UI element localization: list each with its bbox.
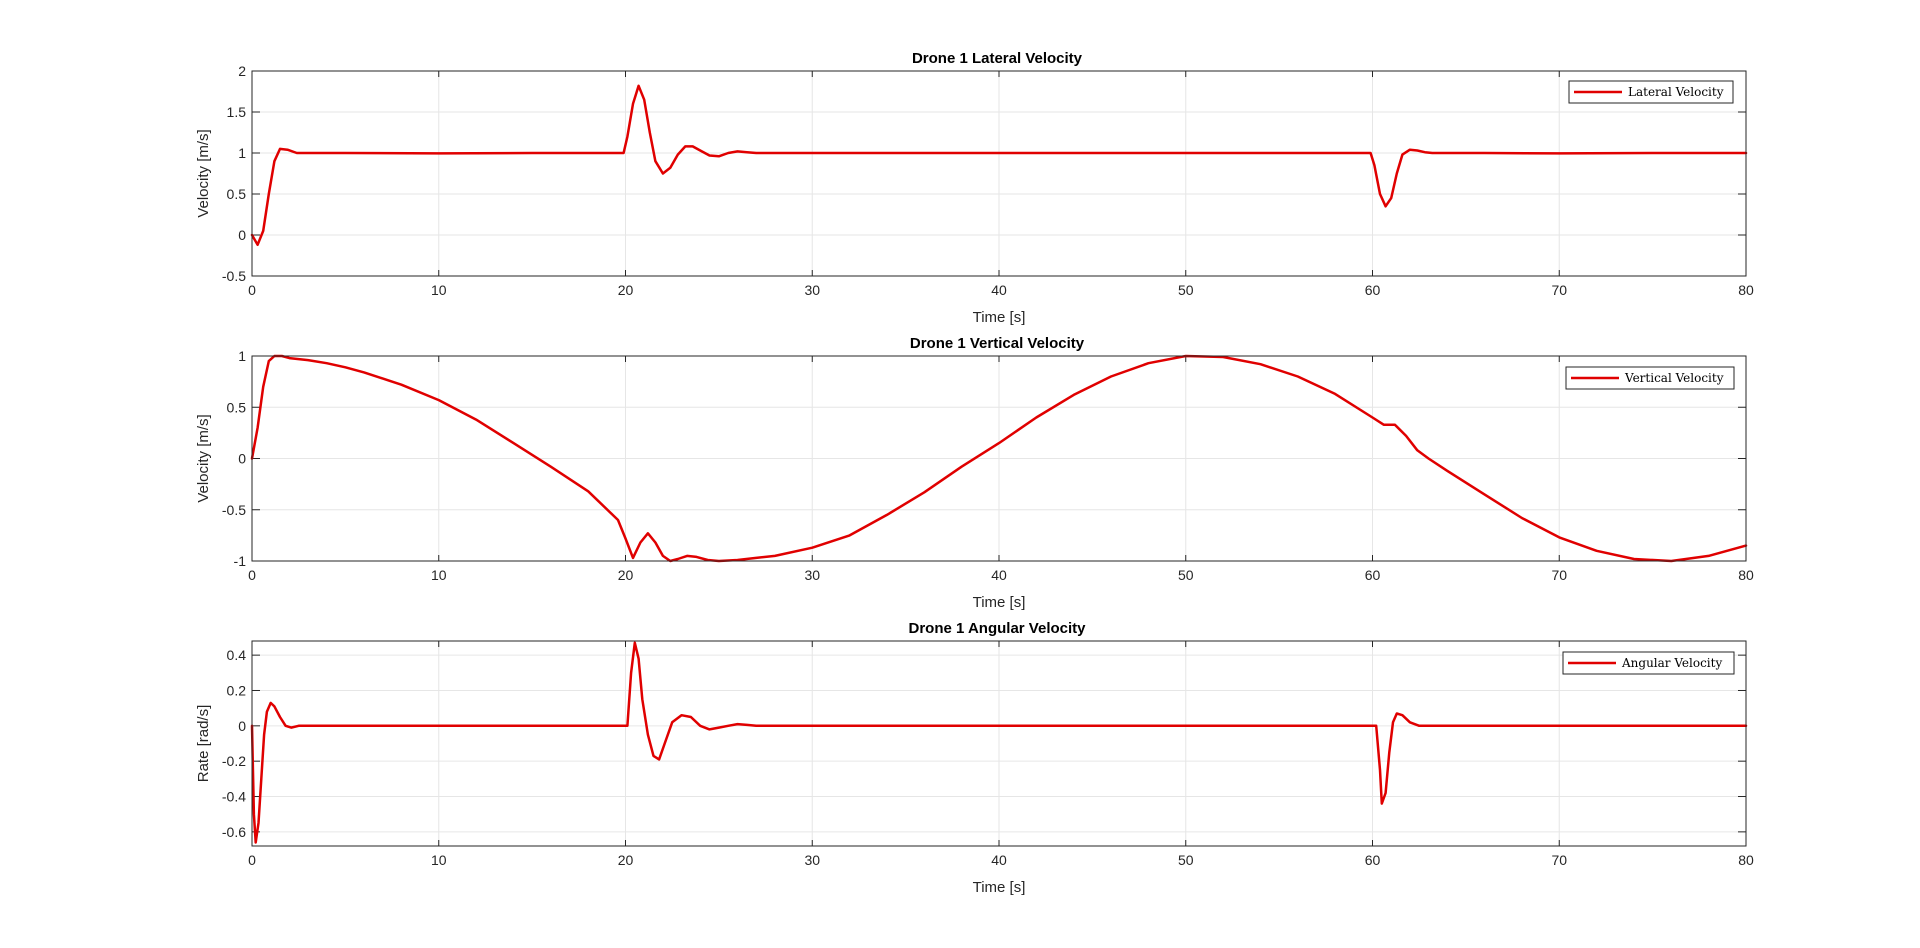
x-tick-label: 50 [1178, 567, 1194, 583]
legend: Lateral Velocity [1568, 80, 1734, 104]
x-tick-label: 30 [804, 567, 820, 583]
x-tick-label: 30 [804, 282, 820, 298]
x-tick-label: 20 [618, 852, 634, 868]
y-tick-label: 1 [238, 145, 246, 161]
y-tick-label: 2 [238, 63, 246, 79]
x-tick-label: 10 [431, 567, 447, 583]
legend: Angular Velocity [1562, 651, 1735, 675]
x-tick-label: 60 [1365, 282, 1381, 298]
chart-title: Drone 1 Lateral Velocity [912, 50, 1083, 67]
x-tick-label: 0 [248, 567, 256, 583]
x-tick-label: 60 [1365, 567, 1381, 583]
x-axis-label: Time [s] [973, 309, 1026, 326]
x-axis-ticks: 0 10 20 30 40 50 60 70 80 [248, 71, 1754, 298]
y-tick-label: -0.2 [222, 753, 246, 769]
x-axis-ticks: 0 10 20 30 40 50 60 70 80 [248, 641, 1754, 868]
x-tick-label: 0 [248, 852, 256, 868]
y-tick-label: -1 [234, 553, 247, 569]
series-line-1 [250, 84, 1748, 247]
chart-title: Drone 1 Vertical Velocity [910, 335, 1085, 352]
chart-title: Drone 1 Angular Velocity [909, 620, 1087, 637]
x-tick-label: 40 [991, 282, 1007, 298]
x-tick-label: 0 [248, 282, 256, 298]
y-tick-label: 0 [238, 451, 246, 467]
y-tick-label: 0.4 [227, 647, 247, 663]
x-axis-label: Time [s] [973, 594, 1026, 611]
y-tick-label: 0 [238, 227, 246, 243]
x-tick-label: 40 [991, 852, 1007, 868]
legend-label: Vertical Velocity [1624, 371, 1724, 385]
y-tick-label: 1.5 [227, 104, 247, 120]
x-tick-label: 80 [1738, 852, 1754, 868]
y-axis-label: Rate [rad/s] [195, 705, 212, 783]
y-axis-ticks: -0.5 0 0.5 1 1.5 2 [222, 63, 1746, 284]
panel-lateral-velocity: Drone 1 Lateral Velocity 0 10 20 30 40 50 60 70… [195, 50, 1754, 326]
x-tick-label: 10 [431, 852, 447, 868]
plot-frame [251, 640, 1747, 847]
y-tick-label: 0 [238, 718, 246, 734]
x-tick-label: 50 [1178, 852, 1194, 868]
y-axis-label: Velocity [m/s] [195, 414, 212, 502]
y-tick-label: -0.6 [222, 824, 246, 840]
plot-frame [251, 355, 1747, 562]
y-axis-label: Velocity [m/s] [195, 129, 212, 217]
x-axis-label: Time [s] [973, 879, 1026, 896]
legend-box [1562, 651, 1735, 675]
plot-frame [251, 70, 1747, 277]
y-tick-label: 0.5 [227, 399, 247, 415]
legend-box [1565, 366, 1735, 390]
series-line-1 [250, 641, 1748, 844]
legend-box [1568, 80, 1734, 104]
series-lines [250, 84, 1748, 247]
x-tick-label: 70 [1551, 282, 1567, 298]
x-tick-label: 40 [991, 567, 1007, 583]
x-tick-label: 80 [1738, 567, 1754, 583]
y-tick-label: -0.4 [222, 789, 246, 805]
x-tick-label: 10 [431, 282, 447, 298]
legend-label: Angular Velocity [1621, 656, 1722, 670]
series-line-1 [250, 354, 1748, 563]
y-tick-label: 0.5 [227, 186, 247, 202]
x-tick-label: 70 [1551, 852, 1567, 868]
x-tick-label: 20 [618, 567, 634, 583]
y-tick-label: -0.5 [222, 268, 246, 284]
panel-angular-velocity: Drone 1 Angular Velocity 0 10 20 30 40 50 60 70… [195, 620, 1754, 896]
x-tick-label: 70 [1551, 567, 1567, 583]
x-tick-label: 80 [1738, 282, 1754, 298]
panel-vertical-velocity: Drone 1 Vertical Velocity 0 10 20 30 40 50 60 7… [195, 335, 1754, 611]
x-tick-label: 50 [1178, 282, 1194, 298]
x-tick-label: 30 [804, 852, 820, 868]
legend-label: Lateral Velocity [1628, 85, 1724, 99]
series-lines [250, 641, 1748, 844]
y-tick-label: 1 [238, 348, 246, 364]
y-tick-label: 0.2 [227, 682, 247, 698]
x-tick-label: 20 [618, 282, 634, 298]
y-tick-label: -0.5 [222, 502, 246, 518]
legend: Vertical Velocity [1565, 366, 1735, 390]
y-axis-ticks: -0.6 -0.4 -0.2 0 0.2 0.4 [222, 647, 1746, 840]
series-lines [250, 354, 1748, 563]
x-tick-label: 60 [1365, 852, 1381, 868]
